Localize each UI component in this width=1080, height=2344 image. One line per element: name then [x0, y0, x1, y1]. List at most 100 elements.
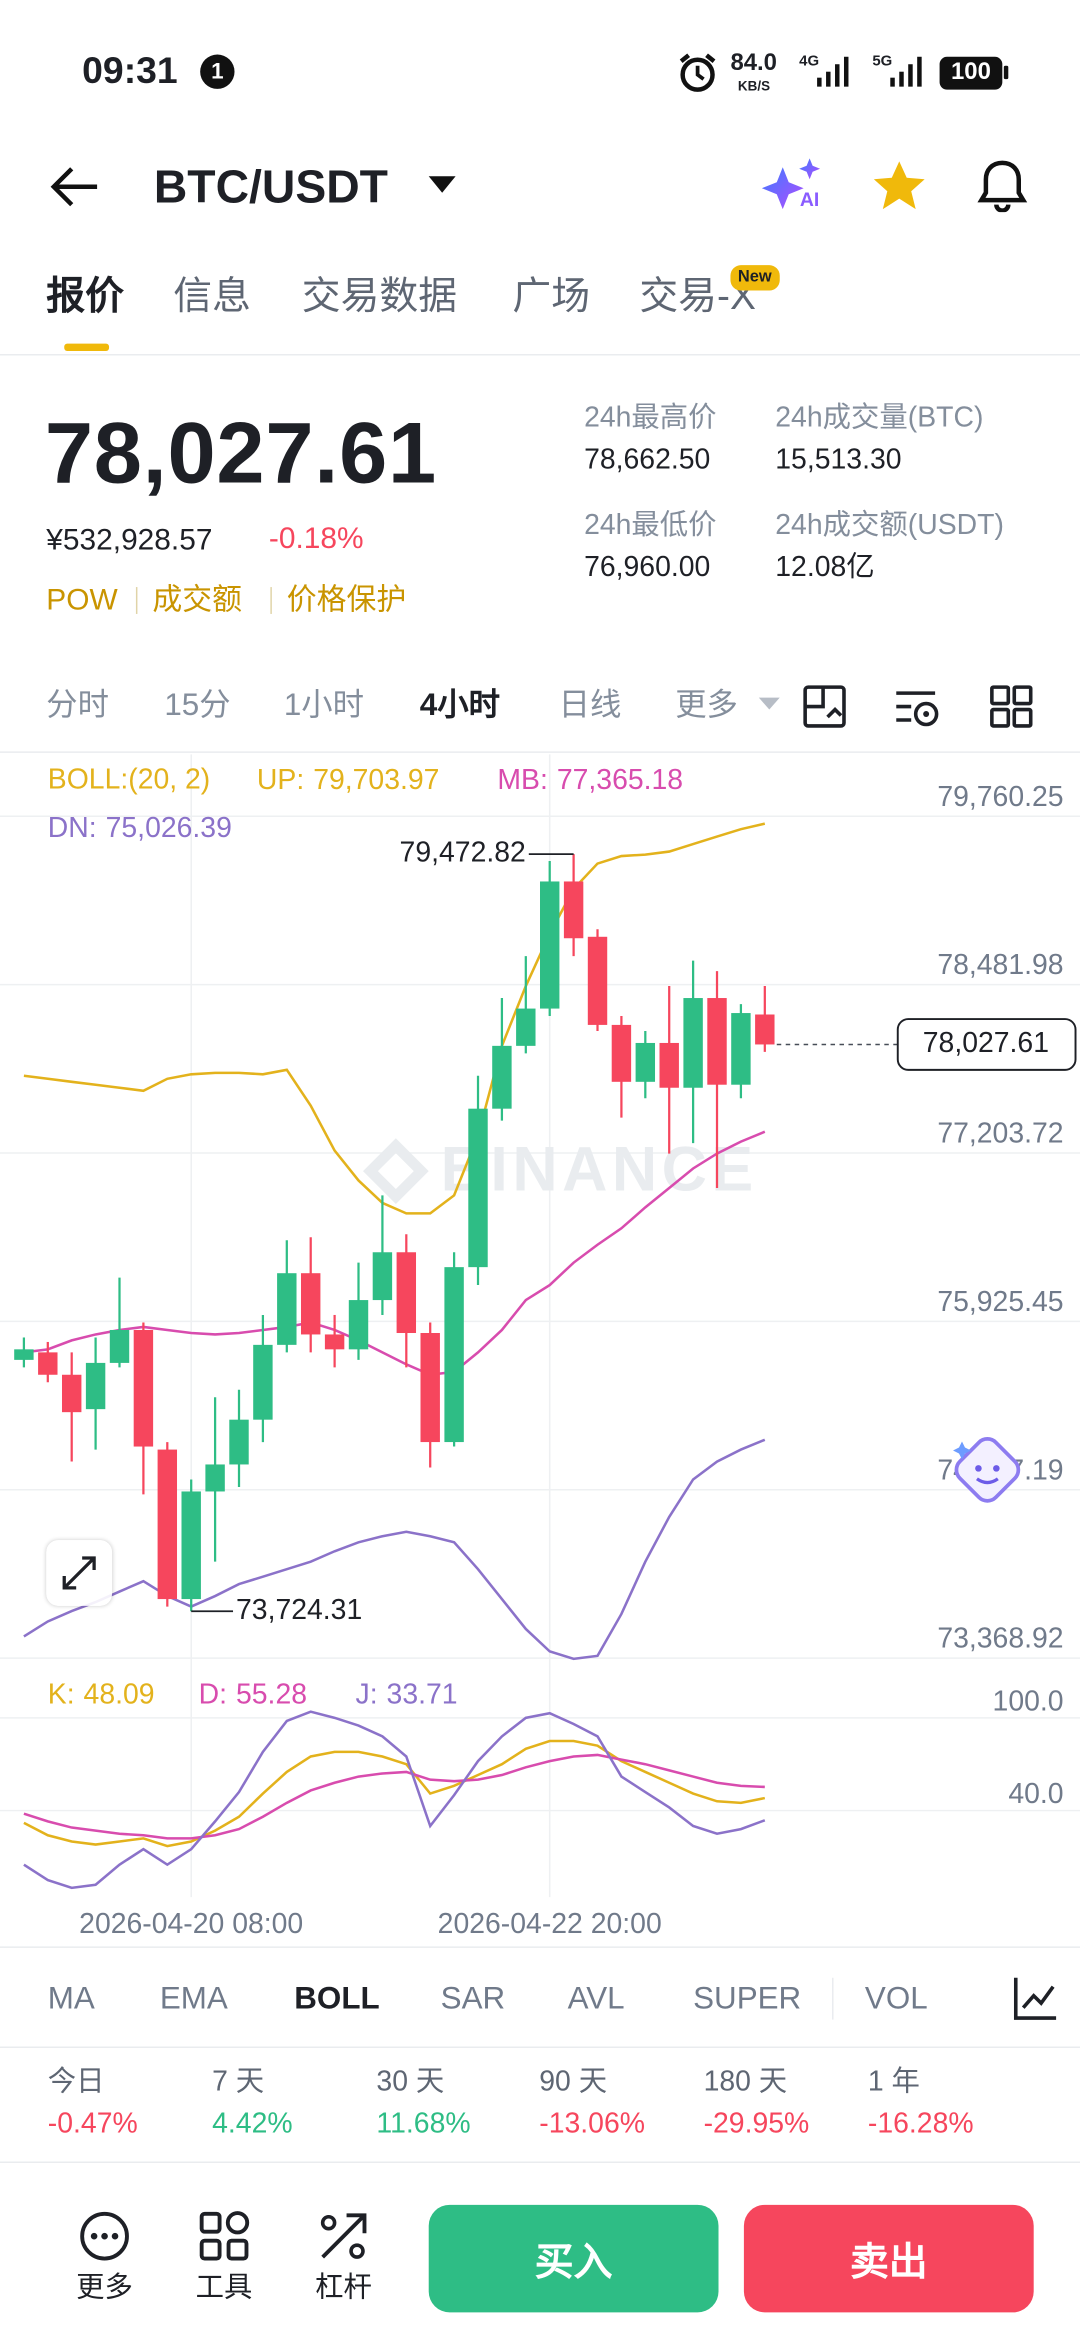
- tab-separator: [832, 1977, 834, 2020]
- period-label: 今日: [47, 2066, 105, 2099]
- annotation-label: 73,724.31: [236, 1594, 362, 1626]
- alert-bell[interactable]: [977, 158, 1028, 213]
- cny-price: ¥532,928.57: [46, 524, 213, 558]
- indicator-label: BOLL:(20, 2): [48, 764, 210, 796]
- candle-body: [587, 936, 608, 1025]
- candle-body: [157, 1449, 178, 1600]
- tab[interactable]: 交易数据: [301, 273, 458, 319]
- tab[interactable]: 广场: [512, 273, 591, 319]
- new-badge: New: [730, 265, 780, 291]
- tag[interactable]: 成交额: [152, 584, 242, 617]
- candle-body: [253, 1344, 273, 1420]
- indicator-line: [23, 1753, 765, 1840]
- period-label: 7 天: [212, 2066, 265, 2099]
- interval[interactable]: 日线: [558, 687, 622, 723]
- candle-body: [14, 1349, 34, 1360]
- indicator-tab[interactable]: VOL: [864, 1981, 928, 2016]
- candle-body: [85, 1362, 106, 1410]
- ai-assistant-button[interactable]: [944, 1427, 1031, 1514]
- interval[interactable]: 分时: [46, 687, 110, 723]
- divider: [0, 1946, 1080, 1948]
- indicator-tab[interactable]: SUPER: [693, 1981, 802, 2016]
- indicator-tab[interactable]: SAR: [440, 1981, 506, 2016]
- period-change: 11.68%: [376, 2108, 471, 2140]
- interval[interactable]: 15分: [164, 687, 231, 723]
- candle-body: [611, 1024, 632, 1082]
- battery: 100: [939, 56, 1003, 90]
- y-tick-label: 40.0: [1008, 1778, 1063, 1810]
- candle-body: [348, 1300, 369, 1350]
- more-icon[interactable]: [78, 2209, 132, 2263]
- stat-value: 12.08亿: [775, 551, 875, 584]
- indicator-line: [23, 1438, 766, 1661]
- interval[interactable]: 更多: [675, 687, 738, 723]
- tab[interactable]: 报价: [46, 273, 125, 319]
- candle-body: [492, 1045, 512, 1109]
- indicator-line: [23, 1710, 766, 1890]
- tag[interactable]: 价格保护: [286, 584, 407, 617]
- back-button[interactable]: [49, 164, 100, 209]
- legend-value: 79,703.97: [313, 764, 439, 796]
- indicator-settings[interactable]: [1011, 1975, 1059, 2023]
- interval-active[interactable]: 4小时: [419, 687, 500, 723]
- fullscreen-button[interactable]: [46, 1540, 113, 1606]
- candle-body: [133, 1329, 154, 1447]
- pair-title[interactable]: BTC/USDT: [153, 160, 388, 213]
- nav-label[interactable]: 工具: [195, 2272, 253, 2305]
- period-label: 30 天: [376, 2066, 445, 2099]
- candle-body: [38, 1352, 58, 1375]
- indicator-tab[interactable]: MA: [47, 1981, 95, 2016]
- indicator-line: [23, 1130, 766, 1377]
- candle-body: [420, 1333, 440, 1443]
- indicator-tab-active[interactable]: BOLL: [294, 1981, 380, 2016]
- y-tick-label: 78,481.98: [937, 949, 1063, 981]
- buy-button[interactable]: 买入: [428, 2204, 719, 2313]
- nav-label[interactable]: 杠杆: [315, 2272, 372, 2305]
- net-unit: KB/S: [737, 78, 771, 94]
- legend-entry: MB: 77,365.18: [497, 764, 683, 796]
- chart-settings-icon[interactable]: [802, 684, 847, 729]
- leverage-icon[interactable]: [317, 2209, 371, 2263]
- legend-value: 75,026.39: [106, 812, 232, 844]
- nav-label[interactable]: 更多: [76, 2272, 133, 2305]
- last-price: 78,027.61: [44, 404, 437, 502]
- layout-icon[interactable]: [989, 684, 1034, 729]
- divider: [0, 354, 1080, 356]
- period-change: -13.06%: [539, 2108, 645, 2140]
- candle-body: [731, 1013, 751, 1085]
- legend-name: MB:: [497, 764, 547, 796]
- candle-body: [229, 1419, 249, 1465]
- y-tick-label: 79,760.25: [937, 781, 1063, 813]
- notification-badge: 1: [200, 54, 235, 89]
- price-change: -0.18%: [268, 522, 364, 556]
- candle-body: [755, 1014, 775, 1045]
- legend-value: 48.09: [84, 1678, 155, 1710]
- divider: [0, 2161, 1080, 2163]
- candle-body: [540, 881, 560, 1009]
- tab[interactable]: 信息: [173, 273, 251, 319]
- ai-button[interactable]: AI: [761, 155, 828, 218]
- signal-icon: [890, 56, 922, 87]
- legend-entry: UP: 79,703.97: [257, 764, 440, 796]
- divider: [0, 751, 1080, 753]
- interval[interactable]: 1小时: [283, 687, 365, 723]
- candle-body: [516, 1008, 536, 1046]
- pair-dropdown[interactable]: [427, 175, 457, 196]
- sell-button[interactable]: 卖出: [743, 2204, 1034, 2313]
- tag[interactable]: POW: [46, 584, 118, 617]
- indicator-settings-icon[interactable]: [893, 687, 941, 729]
- legend-value: 77,365.18: [557, 764, 683, 796]
- stat-value: 76,960.00: [584, 551, 711, 584]
- legend-entry: J: 33.71: [356, 1678, 458, 1710]
- period-change: 4.42%: [212, 2108, 293, 2140]
- candle-body: [372, 1252, 393, 1301]
- favorite-star[interactable]: [872, 160, 926, 211]
- indicator-tab[interactable]: AVL: [567, 1981, 625, 2016]
- legend-entry: DN: 75,026.39: [48, 812, 232, 844]
- price-chart: 79,760.2578,481.9877,203.7275,925.4574,6…: [0, 754, 1080, 1940]
- indicator-tab[interactable]: EMA: [159, 1981, 228, 2016]
- candle-body: [444, 1267, 464, 1443]
- legend-name: K:: [48, 1678, 75, 1710]
- tools-icon[interactable]: [197, 2209, 251, 2263]
